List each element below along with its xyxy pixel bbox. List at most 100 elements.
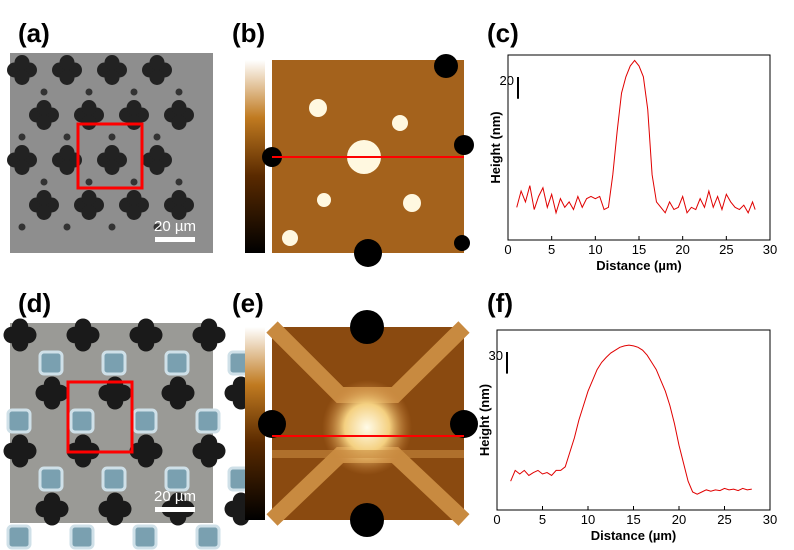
x-tick-label: 15 — [626, 512, 640, 527]
dot — [175, 178, 183, 186]
particle — [282, 230, 298, 246]
square — [195, 524, 221, 550]
particle — [59, 145, 75, 160]
dot — [85, 178, 93, 186]
particle — [74, 335, 92, 352]
dot — [130, 178, 138, 186]
particle — [200, 335, 218, 352]
square — [164, 350, 190, 376]
particle — [59, 160, 75, 175]
particle — [392, 115, 408, 131]
x-tick-label: 5 — [548, 242, 555, 257]
square — [101, 466, 127, 492]
square — [132, 524, 158, 550]
particle — [169, 509, 187, 526]
particle — [59, 70, 75, 85]
optical-image: 20 µm — [7, 53, 213, 253]
x-tick-label: 20 — [675, 242, 689, 257]
particle — [11, 434, 29, 451]
square — [69, 408, 95, 434]
square — [132, 408, 158, 434]
particle — [43, 492, 61, 509]
particle — [36, 100, 52, 115]
particle — [200, 434, 218, 451]
particle — [403, 194, 421, 212]
particle — [171, 100, 187, 115]
x-tick-label: 25 — [719, 242, 733, 257]
particle — [74, 434, 92, 451]
square — [195, 408, 221, 434]
particle — [14, 160, 30, 175]
afm-image — [245, 310, 478, 537]
plot-frame — [496, 329, 771, 511]
x-tick-label: 0 — [504, 242, 511, 257]
particle — [149, 160, 165, 175]
hole — [354, 239, 382, 267]
dot — [108, 133, 116, 141]
particle — [171, 115, 187, 130]
square — [38, 466, 64, 492]
hole — [454, 235, 470, 251]
x-tick-label: 0 — [493, 512, 500, 527]
dot — [40, 88, 48, 96]
x-tick-label: 25 — [717, 512, 731, 527]
particle — [126, 100, 142, 115]
dot — [63, 223, 71, 231]
panel-label: (e) — [232, 288, 264, 318]
particle — [104, 55, 120, 70]
particle — [43, 376, 61, 393]
dot — [63, 133, 71, 141]
square — [101, 350, 127, 376]
particle — [149, 145, 165, 160]
scale-bar — [155, 507, 195, 512]
x-tick-label: 30 — [763, 512, 777, 527]
particle — [126, 205, 142, 220]
scale-bar-label: 20 µm — [154, 488, 196, 505]
particle — [74, 318, 92, 335]
particle — [126, 190, 142, 205]
dot — [153, 223, 161, 231]
particle — [106, 492, 124, 509]
particle — [81, 205, 97, 220]
particle — [36, 115, 52, 130]
particle — [309, 99, 327, 117]
particle — [74, 451, 92, 468]
scale-bar-label: 30 — [489, 348, 503, 363]
profile-line — [510, 344, 752, 495]
plot-frame — [507, 54, 771, 241]
particle — [81, 100, 97, 115]
particle — [104, 160, 120, 175]
square — [164, 466, 190, 492]
dot — [40, 178, 48, 186]
dot — [130, 88, 138, 96]
particle — [169, 492, 187, 509]
dot — [108, 223, 116, 231]
x-tick-label: 20 — [672, 512, 686, 527]
particle — [36, 190, 52, 205]
x-tick-label: 5 — [539, 512, 546, 527]
y-axis-title: Height (nm) — [477, 384, 492, 456]
square — [38, 350, 64, 376]
panel-label: (c) — [487, 18, 519, 48]
dot — [85, 88, 93, 96]
particle — [11, 335, 29, 352]
optical-image: 20 µm — [3, 318, 258, 550]
panel-label: (d) — [18, 288, 51, 318]
y-axis-title: Height (nm) — [488, 111, 503, 183]
particle — [104, 70, 120, 85]
particle — [200, 451, 218, 468]
particle — [81, 190, 97, 205]
particle — [14, 145, 30, 160]
particle — [11, 451, 29, 468]
particle — [171, 205, 187, 220]
particle — [171, 190, 187, 205]
dot — [18, 223, 26, 231]
particle — [137, 335, 155, 352]
x-tick-label: 10 — [588, 242, 602, 257]
particle — [106, 509, 124, 526]
dot — [153, 133, 161, 141]
panel-label: (a) — [18, 18, 50, 48]
square — [69, 524, 95, 550]
dot — [175, 88, 183, 96]
